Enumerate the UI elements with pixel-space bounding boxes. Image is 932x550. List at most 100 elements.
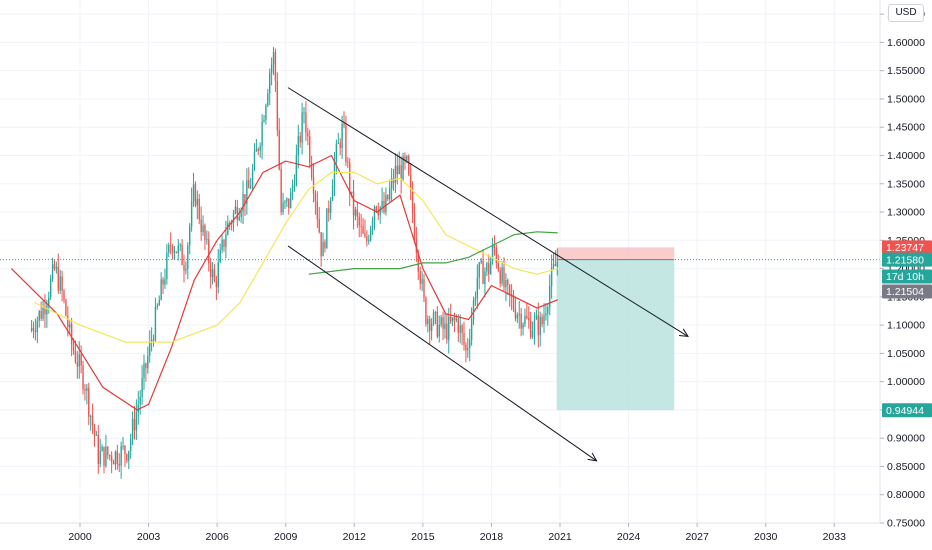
- candle-body: [539, 316, 541, 336]
- candle-body: [270, 64, 273, 73]
- candle-body: [238, 216, 240, 220]
- candle-body: [234, 206, 237, 213]
- candle-body: [352, 191, 355, 216]
- candle-body: [335, 143, 338, 162]
- trend-channel[interactable]: [287, 87, 689, 462]
- candle-body: [522, 324, 524, 329]
- candle-body: [556, 261, 559, 267]
- candle-body: [528, 318, 530, 321]
- candle-body: [449, 316, 452, 322]
- candle-body: [97, 434, 99, 464]
- candle-body: [385, 195, 387, 212]
- price-tick-label: 1.40000: [887, 150, 925, 162]
- candle-body: [179, 244, 181, 246]
- candle-body: [198, 198, 200, 220]
- candle-body: [154, 306, 157, 341]
- candle-body: [101, 446, 103, 452]
- candle-body: [103, 446, 105, 466]
- candle-body: [65, 300, 67, 316]
- candle-body: [185, 268, 187, 271]
- candle-body: [429, 319, 431, 331]
- candle-body: [507, 280, 509, 286]
- candle-body: [434, 311, 437, 313]
- candle-body: [88, 387, 90, 417]
- time-tick-label: 2018: [480, 531, 504, 543]
- candle-body: [118, 463, 120, 466]
- candle-body: [206, 239, 208, 241]
- candle-body: [451, 317, 454, 322]
- candle-body: [109, 455, 111, 457]
- time-tick-label: 2027: [685, 531, 709, 543]
- candle-body: [493, 244, 496, 248]
- candle-body: [455, 318, 458, 321]
- candle-body: [505, 280, 507, 288]
- candle-body: [337, 142, 339, 144]
- candle-body: [232, 212, 235, 224]
- candle-body: [379, 207, 381, 216]
- time-tick-label: 2021: [548, 531, 572, 543]
- candle-body: [366, 236, 368, 242]
- candle-body: [261, 121, 263, 147]
- candle-body: [257, 148, 259, 151]
- candle-body: [133, 418, 136, 431]
- candle-body: [217, 262, 219, 288]
- candle-body: [208, 239, 210, 264]
- candle-body: [408, 156, 410, 175]
- candle-body: [248, 180, 250, 189]
- candle-body: [518, 313, 520, 316]
- candle-body: [76, 361, 79, 367]
- candle-body: [284, 201, 286, 203]
- candle-body: [476, 277, 479, 299]
- candle-body: [189, 226, 191, 246]
- candle-body: [362, 226, 364, 234]
- candle-body: [333, 161, 336, 187]
- candle-body: [204, 225, 206, 241]
- candle-body: [93, 425, 96, 436]
- candle-body: [288, 198, 290, 209]
- candle-body: [484, 271, 486, 284]
- candle-body: [469, 339, 471, 349]
- candle-body: [400, 165, 402, 180]
- candle-body: [286, 198, 288, 202]
- candle-body: [310, 163, 313, 178]
- candle-body: [549, 286, 551, 308]
- candle-body: [48, 297, 50, 306]
- candle-body: [459, 325, 461, 333]
- long-position-tool[interactable]: [0, 247, 880, 411]
- candle-body: [501, 267, 503, 284]
- candle-body: [413, 213, 416, 239]
- candle-body: [99, 451, 101, 464]
- candle-body: [488, 263, 490, 275]
- candle-body: [411, 188, 414, 214]
- currency-badge[interactable]: USD: [888, 4, 924, 22]
- candle-body: [253, 151, 256, 170]
- price-tick-label: 1.05000: [887, 348, 925, 360]
- candle-body: [158, 299, 160, 306]
- candle-body: [326, 208, 328, 249]
- candle-body: [331, 186, 334, 201]
- price-tick-label: 1.35000: [887, 178, 925, 190]
- candle-body: [213, 269, 216, 282]
- candle-body: [269, 72, 271, 94]
- candle-body: [444, 323, 446, 329]
- candle-body: [187, 245, 189, 269]
- price-tick-label: 1.60000: [887, 37, 925, 49]
- candle-body: [44, 307, 46, 315]
- candle-body: [503, 267, 505, 288]
- candle-body: [328, 208, 330, 213]
- candle-body: [225, 234, 227, 247]
- candle-body: [314, 193, 317, 202]
- price-tag: 1.23747: [882, 240, 932, 255]
- time-axis[interactable]: 2000 2003 2006 2009 2012 2015 2018 2021 2024 2027…: [68, 523, 846, 543]
- candle-body: [305, 112, 307, 133]
- time-tick-label: 2033: [823, 531, 847, 543]
- price-axis[interactable]: 1.650001.600001.550001.500001.450001.400…: [880, 9, 925, 530]
- price-tick-label: 1.30000: [887, 207, 925, 219]
- price-tick-label: 0.90000: [887, 433, 925, 445]
- candle-body: [316, 201, 319, 219]
- candle-body: [202, 225, 204, 233]
- candle-body: [495, 247, 498, 264]
- candle-body: [318, 218, 320, 233]
- price-tag: 17d 10h: [882, 269, 932, 284]
